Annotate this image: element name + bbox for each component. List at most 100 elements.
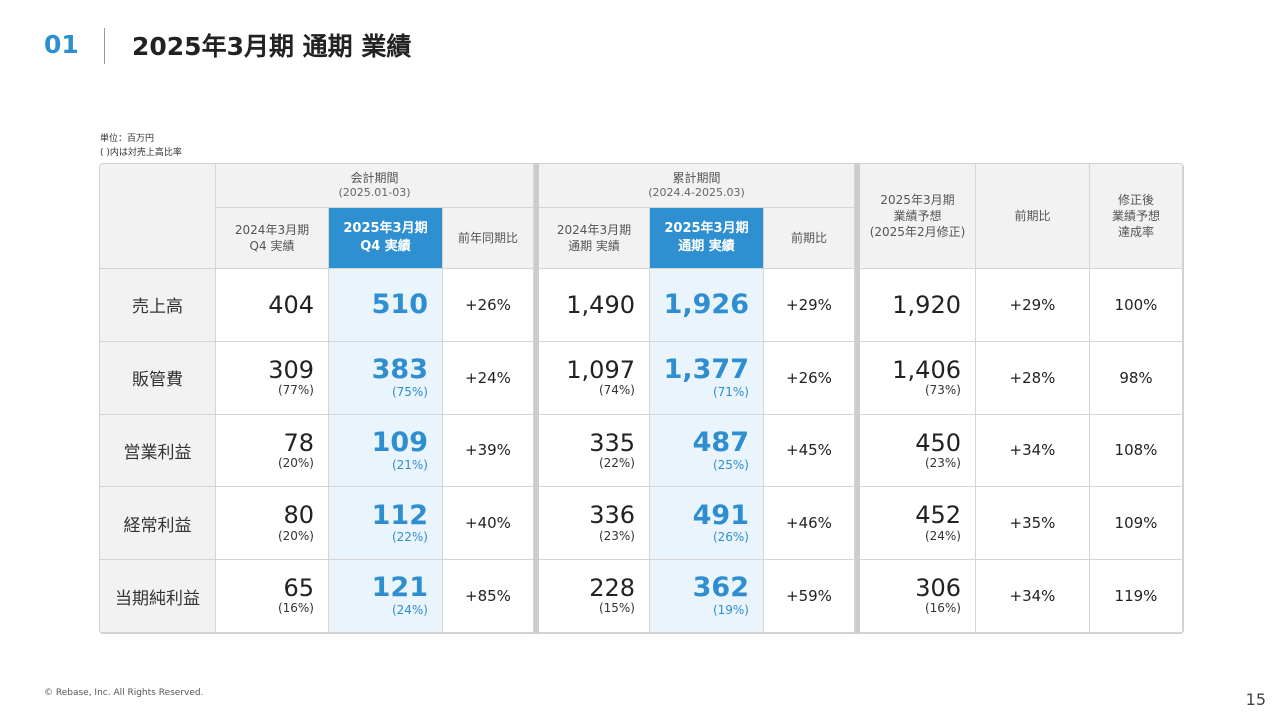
cell-ratio: (23%): [598, 528, 635, 543]
cell-value: 309: [268, 355, 314, 384]
cell-value: 383: [371, 354, 428, 386]
row-label: 当期純利益: [100, 560, 216, 633]
header-c-prev-line: 2024年3月期: [556, 222, 632, 237]
cell-value: 109: [371, 426, 428, 458]
cell-value: 65: [283, 574, 314, 603]
cell-value: 510: [371, 289, 428, 321]
cell-c-prev: 335 (22%): [539, 414, 650, 488]
header-forecast-line: (2025年2月修正): [869, 225, 966, 240]
cell-q-curr: 112 (22%): [329, 487, 443, 561]
cell-c-curr: 362 (19%): [650, 560, 764, 633]
header-c-prev-line: 通期 実績: [568, 239, 620, 253]
cell-value: 335: [589, 428, 635, 457]
header-achieve: 修正後 業績予想 達成率: [1090, 164, 1183, 269]
cell-q-yoy: +40%: [443, 487, 534, 561]
cell-value: 121: [371, 572, 428, 604]
cell-q-yoy: +85%: [443, 560, 534, 633]
unit-note: 単位：百万円: [100, 134, 155, 144]
section-number: 01: [44, 30, 79, 59]
cell-q-yoy: +39%: [443, 414, 534, 488]
cell-f-yoy: +34%: [976, 560, 1090, 633]
cell-achieve: 98%: [1090, 341, 1183, 415]
cell-c-prev: 336 (23%): [539, 487, 650, 561]
group-separator: [855, 164, 860, 633]
cell-ratio: (20%): [277, 455, 314, 470]
title-divider: [104, 28, 105, 64]
cell-q-curr: 383 (75%): [329, 341, 443, 415]
cell-ratio: (73%): [924, 383, 961, 398]
cell-value: 1,097: [566, 355, 635, 384]
cell-achieve: 108%: [1090, 414, 1183, 488]
group-quarter-label: 会計期間: [350, 170, 399, 185]
cell-ratio: (24%): [391, 603, 428, 618]
cell-f-yoy: +34%: [976, 414, 1090, 488]
cell-value: 1,377: [663, 354, 749, 386]
header-group-quarter: 会計期間 (2025.01-03): [216, 164, 534, 208]
cell-value: 228: [589, 574, 635, 603]
header-f-yoy: 前期比: [976, 164, 1090, 269]
row-label: 営業利益: [100, 414, 216, 488]
header-q-curr-line: Q4 実績: [360, 239, 411, 254]
row-label: 売上高: [100, 269, 216, 342]
cell-forecast: 1,920: [860, 269, 976, 342]
copyright-footer: © Rebase, Inc. All Rights Reserved.: [44, 688, 204, 698]
cell-f-yoy: +35%: [976, 487, 1090, 561]
header-forecast: 2025年3月期 業績予想 (2025年2月修正): [860, 164, 976, 269]
cell-ratio: (16%): [277, 601, 314, 616]
cell-value: 306: [915, 574, 961, 603]
header-c-yoy: 前期比: [764, 208, 855, 269]
cell-forecast: 1,406 (73%): [860, 341, 976, 415]
cell-forecast: 452 (24%): [860, 487, 976, 561]
cell-achieve: 100%: [1090, 269, 1183, 342]
group-quarter-period: (2025.01-03): [338, 186, 411, 200]
cell-q-prev: 65 (16%): [216, 560, 329, 633]
cell-c-curr: 491 (26%): [650, 487, 764, 561]
cell-value: 362: [692, 572, 749, 604]
header-c-curr-line: 通期 実績: [678, 239, 735, 254]
cell-value: 112: [371, 499, 428, 531]
cell-c-curr: 1,377 (71%): [650, 341, 764, 415]
cell-ratio: (26%): [712, 530, 749, 545]
cell-ratio: (16%): [924, 601, 961, 616]
cell-c-curr: 487 (25%): [650, 414, 764, 488]
cell-value: 1,926: [663, 289, 749, 321]
cell-ratio: (22%): [598, 455, 635, 470]
header-group-cumulative: 累計期間 (2024.4-2025.03): [539, 164, 855, 208]
cell-value: 487: [692, 426, 749, 458]
cell-c-prev: 228 (15%): [539, 560, 650, 633]
group-cumulative-period: (2024.4-2025.03): [648, 186, 745, 200]
header-q-curr: 2025年3月期 Q4 実績: [329, 208, 443, 269]
cell-ratio: (19%): [712, 603, 749, 618]
cell-value: 80: [283, 501, 314, 530]
cell-q-curr: 121 (24%): [329, 560, 443, 633]
cell-c-yoy: +29%: [764, 269, 855, 342]
cell-f-yoy: +28%: [976, 341, 1090, 415]
cell-forecast: 306 (16%): [860, 560, 976, 633]
cell-forecast: 450 (23%): [860, 414, 976, 488]
cell-q-prev: 404: [216, 269, 329, 342]
cell-q-curr: 510: [329, 269, 443, 342]
cell-q-curr: 109 (21%): [329, 414, 443, 488]
cell-value: 1,406: [892, 355, 961, 384]
header-forecast-line: 2025年3月期: [880, 192, 955, 207]
cell-ratio: (77%): [277, 383, 314, 398]
cell-c-yoy: +46%: [764, 487, 855, 561]
ratio-note: ( )内は対売上高比率: [100, 148, 182, 158]
group-separator: [534, 164, 539, 633]
cell-value: 491: [692, 499, 749, 531]
header-forecast-line: 業績予想: [893, 208, 942, 223]
header-c-prev: 2024年3月期 通期 実績: [539, 208, 650, 269]
header-corner: [100, 164, 216, 269]
header-c-yoy-label: 前期比: [790, 230, 827, 245]
cell-ratio: (74%): [598, 383, 635, 398]
cell-ratio: (24%): [924, 528, 961, 543]
cell-c-yoy: +59%: [764, 560, 855, 633]
cell-ratio: (23%): [924, 455, 961, 470]
cell-ratio: (15%): [598, 601, 635, 616]
cell-ratio: (75%): [391, 384, 428, 399]
header-q-curr-line: 2025年3月期: [343, 221, 428, 237]
header-q-prev-line: 2024年3月期: [234, 222, 310, 237]
results-table: 会計期間 (2025.01-03) 累計期間 (2024.4-2025.03) 2024…: [99, 163, 1184, 634]
header-f-yoy-label: 前期比: [1014, 208, 1051, 223]
cell-ratio: (20%): [277, 528, 314, 543]
